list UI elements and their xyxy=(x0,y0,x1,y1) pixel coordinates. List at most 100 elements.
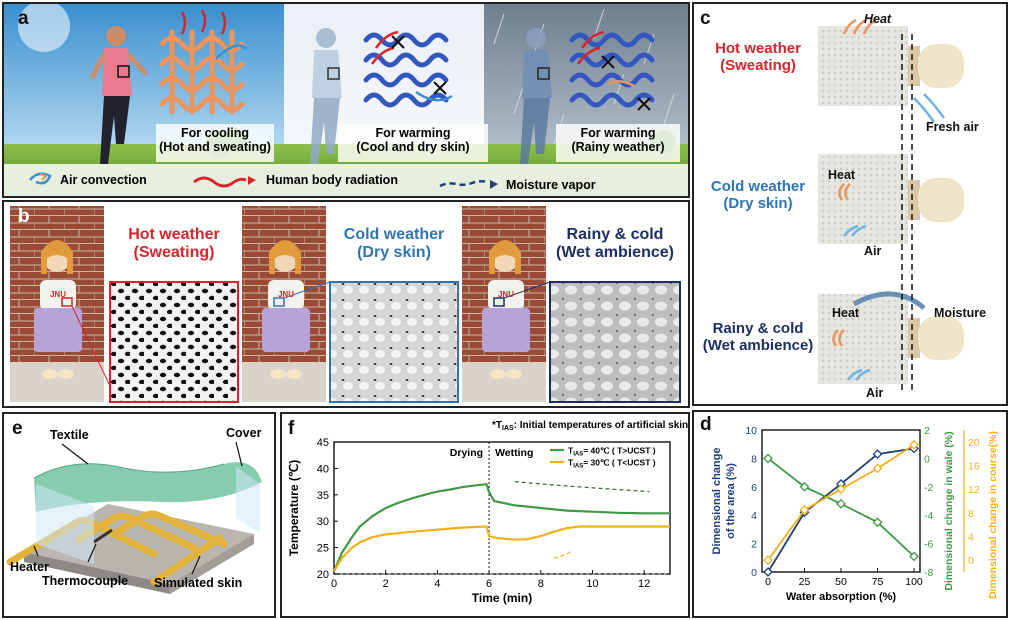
panel-c-hot-heat: Heat xyxy=(864,12,892,26)
panel-b-cold-title: Cold weather (Dry skin) xyxy=(330,226,458,263)
panel-c-rainy-line1: Rainy & cold xyxy=(712,320,804,337)
chart-d-left-tick-label: 10 xyxy=(745,425,757,437)
panel-c-rainy-moisture: Moisture xyxy=(934,306,987,320)
panel-a-label: a xyxy=(18,8,29,29)
chart-d-xtick-label: 50 xyxy=(835,576,847,588)
chart-d-left-tick-label: 4 xyxy=(751,510,757,522)
chart-d-xtick-label: 75 xyxy=(872,576,884,588)
panel-b-rainy-line1: Rainy & cold xyxy=(566,226,664,243)
chart-f-legend-label: TIAS= 30℃ ( T<UCST ) xyxy=(568,458,656,470)
panel-b-cold-line1: Cold weather xyxy=(343,226,445,243)
chart-d-right-tick-label: 12 xyxy=(968,484,980,496)
panel-b: b JNU JNU JNU Hot weather (Sweating) Col… xyxy=(2,200,690,408)
panel-c-hot-title: Hot weather (Sweating) xyxy=(696,40,820,75)
chart-d-xtick-label: 100 xyxy=(905,576,923,588)
panel-d: d 0 25 50 75 100 0 2 4 6 8 10 -8 -6 -4 -2 0 2 0 4 8 12 16 20 Wa… xyxy=(692,410,1008,618)
legend-body-radiation: Human body radiation xyxy=(266,173,398,187)
chart-d-data-point xyxy=(872,449,883,460)
doll-rainy-figure xyxy=(482,240,530,379)
chart-f-legend-label: TIAS= 40℃ ( T>UCST ) xyxy=(568,446,656,458)
panel-c-cold-line1: Cold weather xyxy=(710,178,806,195)
label-heater: Heater xyxy=(10,560,49,574)
chart-d-left-ylabel-line1: Dimensional change xyxy=(711,448,723,555)
chart-f-orange-trend-arrow xyxy=(553,549,573,559)
chart-d-mid-tick-label: -2 xyxy=(924,482,933,494)
chart-d-right-ylabel: Dimensional change in course(%) xyxy=(987,431,999,599)
chart-f-ytick-label: 35 xyxy=(317,490,329,502)
chart-f-green-trend-arrow xyxy=(514,481,650,493)
panel-c: c Hot weather (Sweating) Heat Fresh air … xyxy=(692,2,1008,406)
caption-cooling-line2: (Hot and sweating) xyxy=(159,140,271,155)
panel-c-label: c xyxy=(700,8,711,29)
chart-f-xtick-label: 12 xyxy=(638,578,650,590)
chart-f-xtick-label: 6 xyxy=(486,578,492,590)
chart-d-data-point xyxy=(799,481,810,492)
chart-d-xtick-label: 0 xyxy=(765,576,771,588)
chart-d-data-point xyxy=(836,484,846,495)
chart-d-mid-tick-label: -8 xyxy=(924,567,933,579)
chart-d-left-tick-label: 0 xyxy=(751,567,757,579)
chart-d-data-point xyxy=(763,567,773,577)
panel-c-hot-line2: (Sweating) xyxy=(720,57,796,75)
caption-warming-dry-line2: (Cool and dry skin) xyxy=(356,140,470,155)
chart-f-series-line xyxy=(332,483,670,572)
panel-c-fresh-air: Fresh air xyxy=(926,120,979,134)
caption-cooling-line1: For cooling xyxy=(180,126,250,140)
chart-f-series-line xyxy=(333,525,670,572)
panel-f: f *TIAS: Initial temperatures of artific… xyxy=(280,412,690,618)
label-cover: Cover xyxy=(226,426,262,440)
panel-f-label: f xyxy=(288,418,295,439)
runner-hot-figure xyxy=(89,26,148,164)
chart-d-left-ylabel-line2: of the area (%) xyxy=(725,463,737,539)
chart-f-xtick-label: 10 xyxy=(586,578,598,590)
chart-d-right-tick-label: 0 xyxy=(968,555,974,567)
panel-c-cold-heat: Heat xyxy=(828,168,856,182)
chart-f-ytick-label: 45 xyxy=(317,437,329,449)
chart-f-drying-label: Drying xyxy=(450,447,483,459)
panel-e-illustration xyxy=(6,441,262,594)
chart-d-series-line xyxy=(767,447,915,573)
chart-d-xtick-label: 25 xyxy=(799,576,811,588)
chart-d-data-point xyxy=(909,439,919,450)
chart-f-ylabel: Temperature (℃) xyxy=(287,460,301,557)
panel-b-rainy-line2: (Wet ambience) xyxy=(556,244,674,262)
panel-b-rainy-title: Rainy & cold (Wet ambience) xyxy=(548,226,682,263)
chart-f-ytick-label: 40 xyxy=(317,463,329,475)
runner-dry-figure xyxy=(310,28,342,164)
panel-b-hot-line1: Hot weather xyxy=(128,226,220,243)
doll-cold-shirt-text: JNU xyxy=(277,290,294,299)
panel-c-rainy-air: Air xyxy=(866,386,884,400)
chart-d-right-tick-label: 4 xyxy=(968,532,974,544)
panel-a: a For cooling (Hot and sweating) For war… xyxy=(2,2,690,198)
chart-f-wetting-label: Wetting xyxy=(495,447,533,459)
chart-f-xtick-label: 0 xyxy=(331,578,337,590)
caption-warming-rain-line2: (Rainy weather) xyxy=(571,140,665,155)
label-simulated-skin: Simulated skin xyxy=(154,576,243,590)
chart-d-mid-tick-label: -4 xyxy=(924,510,933,522)
chart-d-xlabel: Water absorption (%) xyxy=(786,591,897,603)
legend-moisture-vapor: Moisture vapor xyxy=(506,178,596,192)
panel-c-cold-title: Cold weather (Dry skin) xyxy=(696,178,820,213)
chart-d-data-point xyxy=(872,517,883,528)
chart-d-left-tick-label: 6 xyxy=(751,482,757,494)
legend-air-convection: Air convection xyxy=(60,173,147,187)
panel-b-cold-line2: (Dry skin) xyxy=(357,244,431,262)
chart-d-data-point xyxy=(836,498,846,509)
chart-d-left-tick-label: 2 xyxy=(751,539,757,551)
chart-f-ytick-label: 20 xyxy=(317,569,329,581)
chart-d-right-tick-label: 8 xyxy=(968,508,974,520)
label-thermocouple: Thermocouple xyxy=(42,574,129,588)
chart-d-right-tick-label: 16 xyxy=(968,461,980,473)
panel-c-cold-air: Air xyxy=(864,244,882,258)
chart-d-left-tick-label: 8 xyxy=(751,453,757,465)
caption-warming-rain-line1: For warming xyxy=(580,126,656,140)
panel-c-cold-line2: (Dry skin) xyxy=(723,195,793,213)
chart-f-xlabel: Time (min) xyxy=(472,591,532,605)
caption-warming-dry-line1: For warming xyxy=(375,126,451,140)
doll-hot-shirt-text: JNU xyxy=(49,290,66,299)
chart-d-data-point xyxy=(763,555,773,566)
dimensional-change-chart: 0 25 50 75 1000246810-8-6-4-202048121620Wate… xyxy=(711,425,999,603)
caption-warming-rain: For warming (Rainy weather) xyxy=(554,126,682,155)
doll-cold-figure xyxy=(262,240,310,379)
panel-c-illustration xyxy=(818,18,964,392)
